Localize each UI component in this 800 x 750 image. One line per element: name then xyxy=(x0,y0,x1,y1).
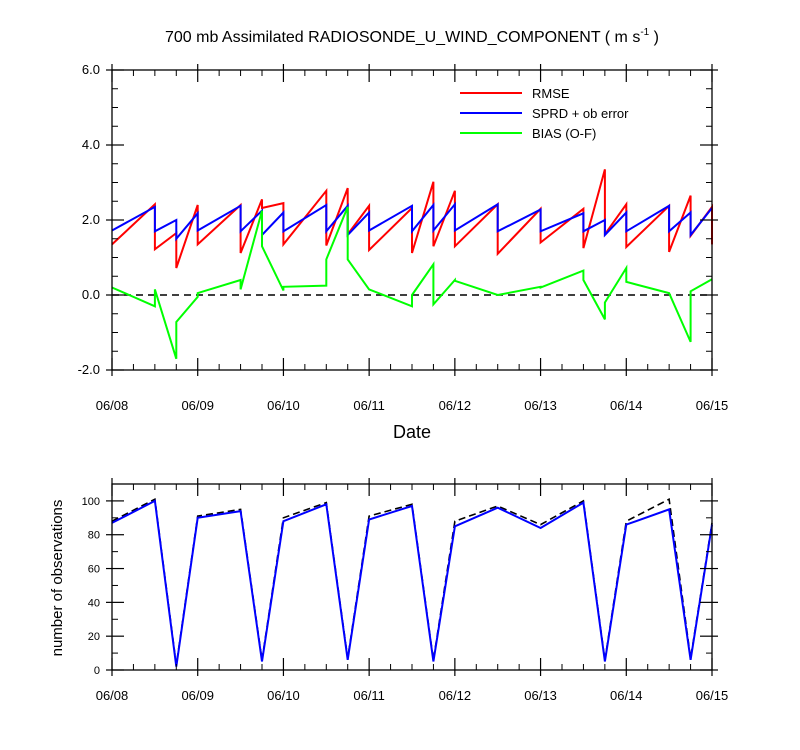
x-tick-label: 06/12 xyxy=(439,398,472,413)
x-tick-label: 06/13 xyxy=(524,688,557,703)
top-series-group xyxy=(111,169,713,360)
y-tick-label: 60 xyxy=(88,564,100,576)
x-tick-label: 06/09 xyxy=(181,688,214,703)
legend-label: SPRD + ob error xyxy=(532,106,629,121)
x-tick-label: 06/15 xyxy=(696,398,729,413)
bottom-axes: 06/08 06/09 06/10 06/11 06/12 06/13 06/14 06/15… xyxy=(82,478,729,703)
y-tick-label: 0.0 xyxy=(82,287,100,302)
y-tick-label: 20 xyxy=(88,631,100,643)
x-tick-label: 06/13 xyxy=(524,398,557,413)
chart-title: 700 mb Assimilated RADIOSONDE_U_WIND_COM… xyxy=(165,27,659,46)
legend-label: BIAS (O-F) xyxy=(532,126,596,141)
legend-label: RMSE xyxy=(532,86,570,101)
top-plot-panel: 06/08 06/09 06/10 06/11 06/12 06/13 06/14 06/15… xyxy=(78,62,729,413)
x-tick-label: 06/14 xyxy=(610,688,643,703)
y-tick-label: 4.0 xyxy=(82,137,100,152)
y-tick-label: 6.0 xyxy=(82,62,100,77)
x-tick-label: 06/10 xyxy=(267,688,300,703)
y-tick-label: 0 xyxy=(94,665,100,677)
x-tick-label: 06/08 xyxy=(96,398,129,413)
series-line-bias-o-f xyxy=(111,206,713,360)
series-line-assimilated xyxy=(111,499,713,667)
top-axes: 06/08 06/09 06/10 06/11 06/12 06/13 06/14 06/15… xyxy=(78,62,729,413)
x-tick-label: 06/11 xyxy=(353,398,385,413)
y-tick-label: -2.0 xyxy=(78,362,100,377)
y-tick-label: 40 xyxy=(88,597,100,609)
x-tick-label: 06/10 xyxy=(267,398,300,413)
bottom-series-group xyxy=(111,497,713,667)
bottom-plot-panel: 06/08 06/09 06/10 06/11 06/12 06/13 06/14 06/15… xyxy=(82,478,729,703)
y-axis-label-bottom: number of observations xyxy=(49,500,66,657)
x-tick-label: 06/11 xyxy=(353,688,385,703)
x-tick-label: 06/14 xyxy=(610,398,643,413)
y-tick-label: 2.0 xyxy=(82,212,100,227)
y-tick-label: 80 xyxy=(88,530,100,542)
x-tick-label: 06/08 xyxy=(96,688,129,703)
x-tick-label: 06/12 xyxy=(439,688,472,703)
legend: RMSE SPRD + ob error BIAS (O-F) xyxy=(460,86,629,141)
series-line-possible xyxy=(111,497,713,666)
x-tick-label: 06/09 xyxy=(181,398,214,413)
y-tick-label: 100 xyxy=(82,496,100,508)
x-axis-label: Date xyxy=(393,422,431,442)
x-tick-label: 06/15 xyxy=(696,688,729,703)
series-line-sprd-ob-error xyxy=(111,201,713,242)
